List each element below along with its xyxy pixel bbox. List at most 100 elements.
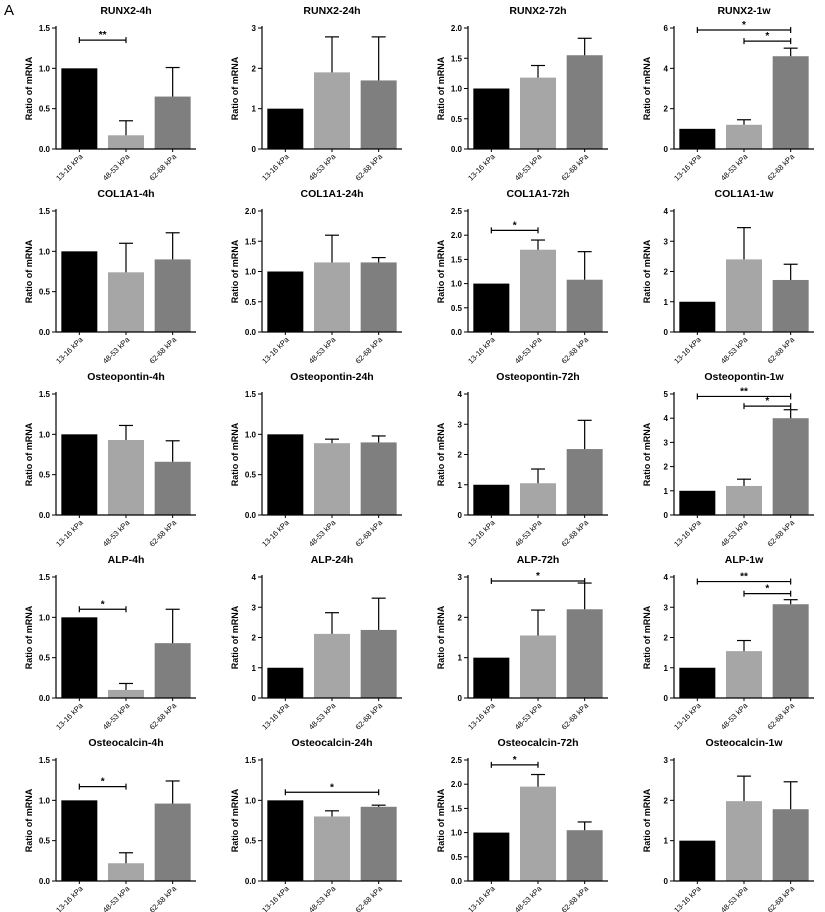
y-axis-label: Ratio of mRNA — [642, 422, 652, 486]
x-tick-label: 62-68 kPa — [148, 334, 179, 365]
y-tick-label: 0.5 — [451, 853, 463, 862]
y-tick-label: 2 — [458, 451, 463, 460]
chart-title: ALP-24h — [311, 554, 354, 566]
chart-panel: Osteopontin-1w Ratio of mRNA 0 1 2 3 4 5 13-16 k… — [618, 366, 824, 549]
bar — [473, 484, 510, 515]
x-tick-label: 13-16 kPa — [260, 151, 291, 182]
x-tick-label: 13-16 kPa — [466, 151, 497, 182]
y-tick-label: 1.0 — [39, 796, 51, 805]
x-tick-label: 62-68 kPa — [766, 700, 797, 731]
chart-title: Osteocalcin-72h — [497, 737, 578, 749]
bar — [473, 88, 510, 149]
y-axis-label: Ratio of mRNA — [436, 239, 446, 303]
x-tick-label: 13-16 kPa — [672, 151, 703, 182]
chart-title: ALP-4h — [108, 554, 145, 566]
x-tick-label: 13-16 kPa — [54, 334, 85, 365]
significance-star: * — [765, 584, 769, 595]
chart-svg: ALP-1w Ratio of mRNA 0 1 2 3 4 13-16 kPa 48-53 k… — [642, 554, 814, 732]
x-tick-label: 62-68 kPa — [148, 517, 179, 548]
chart-svg: COL1A1-1w Ratio of mRNA 0 1 2 3 4 13-16 kPa 48-5… — [642, 188, 814, 366]
x-tick-label: 48-53 kPa — [307, 883, 338, 912]
y-tick-label: 2 — [664, 463, 669, 472]
y-tick-label: 1.5 — [39, 24, 51, 33]
x-tick-label: 62-68 kPa — [766, 883, 797, 912]
y-tick-label: 1 — [664, 837, 669, 846]
y-tick-label: 1 — [252, 664, 257, 673]
y-tick-label: 1.5 — [39, 390, 51, 399]
x-tick-label: 13-16 kPa — [672, 517, 703, 548]
bar — [360, 806, 397, 881]
bar — [473, 832, 510, 881]
bar — [726, 124, 762, 149]
x-tick-label: 48-53 kPa — [513, 334, 544, 365]
bar — [772, 279, 809, 332]
bar — [566, 449, 603, 515]
bar — [360, 442, 397, 515]
y-tick-label: 4 — [664, 207, 669, 216]
significance-star: * — [101, 777, 105, 788]
chart-panel: Osteopontin-24h Ratio of mRNA 0.0 0.5 1.0 1.5… — [206, 366, 412, 549]
chart-title: COL1A1-1w — [715, 188, 775, 200]
chart-panel: ALP-24h Ratio of mRNA 0 1 2 3 4 13-16 kPa 48-53 … — [206, 549, 412, 732]
bar — [772, 809, 809, 881]
y-tick-label: 1 — [664, 664, 669, 673]
y-axis-label: Ratio of mRNA — [24, 56, 34, 120]
bar — [314, 443, 350, 515]
y-tick-label: 4 — [664, 414, 669, 423]
bar — [314, 262, 350, 332]
significance-star: * — [101, 599, 105, 610]
y-tick-label: 4 — [664, 573, 669, 582]
chart-title: Osteopontin-4h — [87, 371, 165, 383]
x-tick-label: 13-16 kPa — [672, 883, 703, 912]
chart-title: ALP-1w — [725, 554, 764, 566]
chart-panel: COL1A1-1w Ratio of mRNA 0 1 2 3 4 13-16 kPa 48-5… — [618, 183, 824, 366]
y-tick-label: 0.0 — [39, 877, 51, 886]
chart-svg: Osteopontin-72h Ratio of mRNA 0 1 2 3 4 13-16 k… — [436, 371, 608, 549]
y-tick-label: 1.0 — [245, 796, 257, 805]
chart-panel: ALP-4h Ratio of mRNA 0.0 0.5 1.0 1.5 13-16 kPa… — [0, 549, 206, 732]
chart-svg: ALP-24h Ratio of mRNA 0 1 2 3 4 13-16 kPa 48-53 … — [230, 554, 402, 732]
chart-svg: ALP-72h Ratio of mRNA 0 1 2 3 13-16 kPa 48-53 k… — [436, 554, 608, 732]
x-tick-label: 13-16 kPa — [466, 517, 497, 548]
bar — [679, 667, 716, 698]
chart-panel: Osteocalcin-1w Ratio of mRNA 0 1 2 3 13-16 kPa… — [618, 732, 824, 912]
significance-star: * — [536, 571, 540, 582]
y-axis-label: Ratio of mRNA — [230, 788, 240, 852]
bar — [772, 604, 809, 698]
y-tick-label: 2.0 — [451, 24, 463, 33]
bar — [726, 651, 762, 698]
y-tick-label: 0 — [458, 694, 463, 703]
y-tick-label: 1.0 — [39, 430, 51, 439]
x-tick-label: 62-68 kPa — [560, 883, 591, 912]
chart-panel: Osteocalcin-24h Ratio of mRNA 0.0 0.5 1.0 1.5… — [206, 732, 412, 912]
x-tick-label: 62-68 kPa — [560, 151, 591, 182]
bar — [61, 251, 98, 332]
y-axis-label: Ratio of mRNA — [24, 788, 34, 852]
bar — [726, 485, 762, 515]
y-axis-label: Ratio of mRNA — [642, 788, 652, 852]
x-tick-label: 62-68 kPa — [148, 700, 179, 731]
x-tick-label: 13-16 kPa — [466, 883, 497, 912]
y-axis-label: Ratio of mRNA — [24, 422, 34, 486]
y-tick-label: 2 — [664, 105, 669, 114]
chart-panel: ALP-72h Ratio of mRNA 0 1 2 3 13-16 kPa 48-53 k… — [412, 549, 618, 732]
x-tick-label: 13-16 kPa — [54, 883, 85, 912]
chart-panel: RUNX2-4h Ratio of mRNA 0.0 0.5 1.0 1.5 13-16 k… — [0, 0, 206, 183]
x-tick-label: 48-53 kPa — [307, 334, 338, 365]
significance-star: ** — [740, 572, 748, 583]
y-tick-label: 1.0 — [451, 280, 463, 289]
bar — [108, 135, 144, 149]
bar — [154, 643, 191, 698]
bar — [520, 249, 556, 332]
y-tick-label: 0 — [252, 145, 257, 154]
chart-svg: RUNX2-24h Ratio of mRNA 0 1 2 3 13-16 kPa 48-53… — [230, 5, 402, 183]
chart-title: COL1A1-24h — [300, 188, 363, 200]
x-tick-label: 13-16 kPa — [260, 334, 291, 365]
bar — [473, 657, 510, 698]
chart-title: Osteocalcin-1w — [705, 737, 783, 749]
significance-star: * — [513, 755, 517, 766]
y-tick-label: 4 — [664, 64, 669, 73]
y-tick-label: 0.5 — [39, 105, 51, 114]
x-tick-label: 48-53 kPa — [101, 883, 132, 912]
bar — [679, 128, 716, 149]
